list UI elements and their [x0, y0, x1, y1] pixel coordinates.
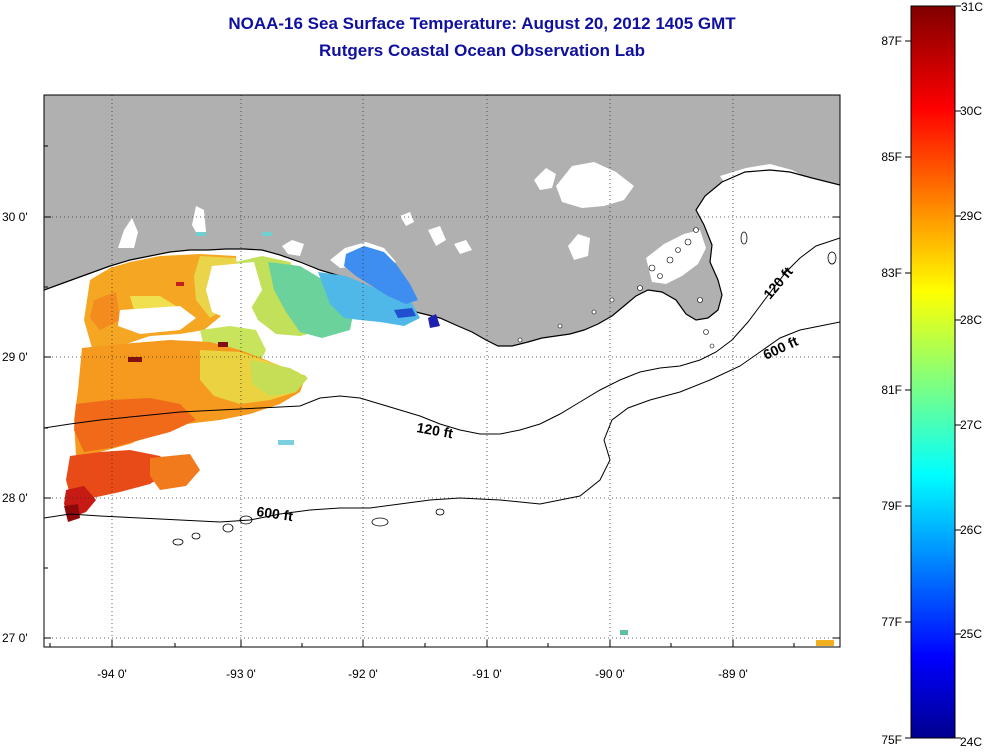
isobath-120ft: [44, 237, 840, 435]
colorbar: [910, 5, 956, 739]
colorbar-ticks: [905, 5, 961, 739]
land-area: [44, 95, 840, 346]
coastline: [44, 169, 840, 347]
colorbar-f-label: 75F: [881, 733, 902, 747]
colorbar-c-label: 26C: [960, 523, 982, 537]
chart-subtitle: Rutgers Coastal Ocean Observation Lab: [319, 41, 645, 60]
colorbar-f-label: 81F: [881, 383, 902, 397]
map-grid: [44, 95, 840, 647]
colorbar-f-label: 87F: [881, 34, 902, 48]
axis-ticks: [44, 145, 840, 647]
delta-marsh: [517, 227, 715, 349]
contour-label-600-west: 600 ft: [256, 503, 295, 524]
lat-label: 27 0': [2, 631, 28, 645]
isobath-600ft: [44, 321, 840, 523]
colorbar-c-label: 28C: [960, 313, 982, 327]
lon-label: -93 0': [226, 667, 256, 681]
sst-data-pixels: [64, 232, 834, 646]
colorbar-c-label: 24C: [960, 735, 982, 749]
lat-label: 28 0': [2, 491, 28, 505]
colorbar-f-label: 77F: [881, 615, 902, 629]
lat-label: 30 0': [2, 210, 28, 224]
colorbar-f-label: 79F: [881, 499, 902, 513]
chart-title: NOAA-16 Sea Surface Temperature: August …: [228, 14, 736, 33]
lon-label: -89 0': [718, 667, 748, 681]
lon-label: -92 0': [348, 667, 378, 681]
colorbar-c-label: 25C: [960, 627, 982, 641]
lon-label: -91 0': [472, 667, 502, 681]
lon-label: -94 0': [97, 667, 127, 681]
isobath-blobs: [172, 231, 837, 546]
map-border: [43, 94, 841, 648]
colorbar-c-label: 30C: [960, 104, 982, 118]
colorbar-f-label: 83F: [881, 266, 902, 280]
colorbar-c-label: 29C: [960, 209, 982, 223]
colorbar-f-label: 85F: [881, 150, 902, 164]
colorbar-c-label: 31C: [961, 0, 983, 14]
lon-label: -90 0': [595, 667, 625, 681]
contour-label-120-mid: 120 ft: [415, 419, 454, 441]
lat-label: 29 0': [2, 350, 28, 364]
colorbar-c-label: 27C: [960, 418, 982, 432]
